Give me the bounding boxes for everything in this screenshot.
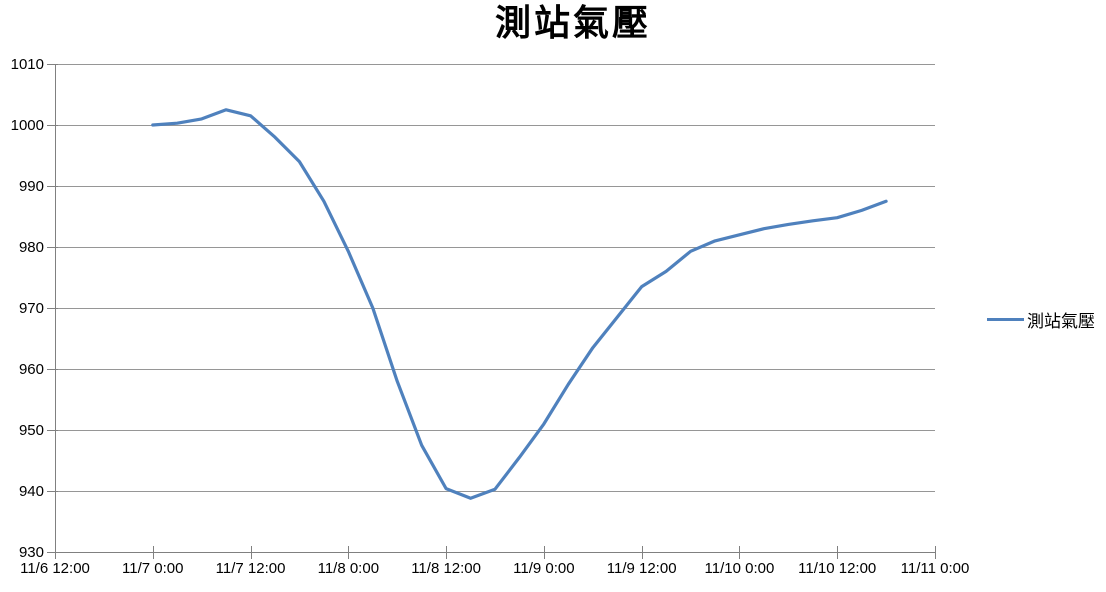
x-axis-label-11-8-0-00: 11/8 0:00 [317,560,380,577]
y-axis-label-970: 970 [18,300,44,317]
x-axis-label-11-8-12-00: 11/8 12:00 [411,560,481,577]
x-axis-label-11-11-0-00: 11/11 0:00 [900,560,970,577]
x-axis-label-11-6-12-00: 11/6 12:00 [20,560,90,577]
legend-series-label: 測站氣壓 [1027,311,1095,331]
y-axis-label-990: 990 [18,178,44,195]
y-axis-label-960: 960 [18,361,44,378]
y-axis-label-950: 950 [18,422,44,439]
y-axis-label-940: 940 [18,483,44,500]
y-axis-label-1010: 1010 [10,56,44,73]
y-axis-label-980: 980 [18,239,44,256]
x-axis-label-11-10-12-00: 11/10 12:00 [798,560,877,577]
x-axis-label-11-9-0-00: 11/9 0:00 [513,560,575,577]
y-axis-label-930: 930 [18,544,44,561]
legend-line-swatch [987,317,1024,321]
legend: 測站氣壓 [987,309,1095,331]
x-axis-label-11-7-12-00: 11/7 12:00 [215,560,286,577]
x-axis-label-11-7-0-00: 11/7 0:00 [122,560,184,577]
x-axis-label-11-9-12-00: 11/9 12:00 [606,560,677,577]
x-axis-label-11-10-0-00: 11/10 0:00 [704,560,775,577]
chart-title: 測站氣壓 [494,2,652,44]
y-axis-label-1000: 1000 [10,117,44,134]
series-line-pressure [151,108,888,500]
